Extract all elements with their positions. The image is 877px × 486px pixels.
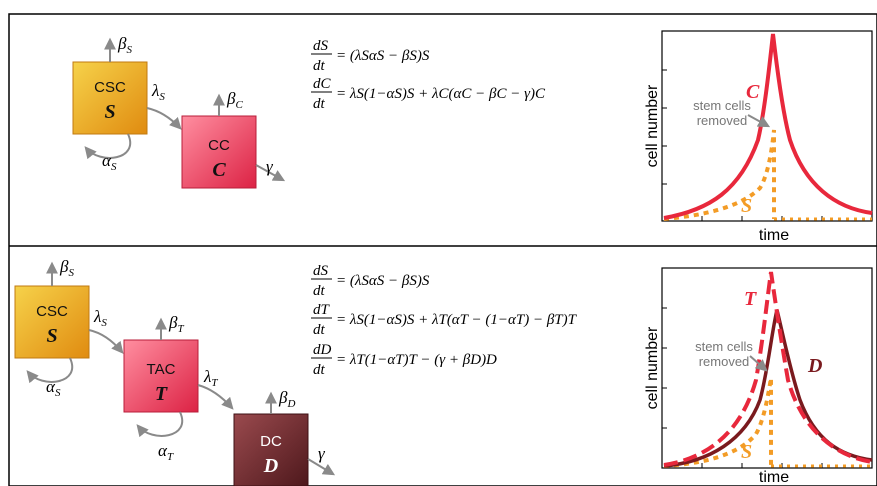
- panel-2: CSC S TAC T DC D βS λS αS βT λT αT βD γ: [14, 257, 873, 486]
- cc-box-label: CC: [208, 137, 230, 154]
- plot-1: cell number time C S stem cells removed: [644, 30, 873, 244]
- eq5-num: dD: [313, 342, 332, 358]
- tac-box: TAC T: [123, 339, 199, 413]
- eq4-num: dT: [313, 302, 331, 318]
- plot-2-label-t: T: [744, 288, 757, 310]
- eq3-rhs: = (λSαS − βS)S: [336, 273, 430, 289]
- rate-lambda-s-2: λS: [93, 307, 107, 329]
- rate-beta-s-2: βS: [59, 257, 74, 279]
- alpha-s-loop-arrow-2: [26, 357, 74, 384]
- eq4-den: dt: [313, 322, 326, 338]
- rate-beta-c: βC: [226, 89, 243, 111]
- rate-lambda-s: λS: [151, 81, 165, 103]
- gamma-arrow: [255, 164, 286, 182]
- csc-box: CSC S: [72, 61, 148, 135]
- eq3-num: dS: [313, 263, 329, 279]
- rate-alpha-t: αT: [158, 441, 174, 463]
- dc-box-symbol: D: [263, 455, 278, 477]
- rate-beta-d: βD: [278, 388, 295, 410]
- plot-2-ylabel: cell number: [644, 326, 661, 409]
- plot-2-annotation-line2: removed: [699, 354, 750, 369]
- eq1-den: dt: [313, 58, 326, 74]
- lambda-t-arrow: [197, 384, 234, 410]
- eq2-rhs: = λS(1−αS)S + λC(αC − βC − γ)C: [336, 86, 546, 102]
- equations-panel-1: dS dt = (λSαS − βS)S dC dt = λS(1−αS)S +…: [311, 38, 546, 112]
- plot-2-curve-t: [663, 271, 873, 467]
- plot-2: cell number time T D S stem cells remove…: [644, 267, 873, 486]
- plot-2-label-d: D: [807, 355, 822, 377]
- eq3-den: dt: [313, 283, 326, 299]
- rate-gamma: γ: [266, 157, 274, 176]
- plot-2-xlabel: time: [759, 469, 789, 486]
- panel-1: CSC S CC C βS λS αS βC γ dS dt = (λSαS −…: [72, 30, 873, 244]
- plot-1-xlabel: time: [759, 227, 789, 244]
- csc-box-symbol: S: [104, 101, 115, 123]
- cc-box: CC C: [181, 115, 257, 189]
- eq1-num: dS: [313, 38, 329, 54]
- dc-box: DC D: [233, 413, 309, 486]
- alpha-s-loop-arrow: [84, 133, 132, 160]
- plot-1-curve-c: [663, 33, 873, 220]
- rate-alpha-s: αS: [102, 151, 117, 173]
- plot-1-frame: [661, 30, 873, 222]
- gamma-arrow-2: [307, 458, 336, 476]
- equations-panel-2: dS dt = (λSαS − βS)S dT dt = λS(1−αS)S +…: [311, 263, 578, 378]
- plot-1-label-c: C: [746, 81, 760, 103]
- csc-box-label: CSC: [94, 79, 126, 96]
- plot-2-annotation-arrow: [749, 355, 768, 372]
- plot-2-curve-s: [663, 377, 773, 468]
- plot-1-ylabel: cell number: [644, 84, 661, 167]
- plot-1-label-s: S: [741, 195, 752, 217]
- alpha-t-loop-arrow: [136, 411, 184, 438]
- rate-gamma-2: γ: [318, 444, 326, 463]
- plot-1-annotation-arrow: [747, 114, 771, 128]
- csc-box-2-symbol: S: [46, 325, 57, 347]
- rate-beta-s: βS: [117, 34, 132, 56]
- plot-2-curve-d: [663, 309, 873, 468]
- dc-box-label: DC: [260, 433, 282, 450]
- plot-1-annotation-line2: removed: [697, 113, 748, 128]
- eq5-rhs: = λT(1−αT)T − (γ + βD)D: [336, 352, 497, 368]
- rate-alpha-s-2: αS: [46, 377, 61, 399]
- csc-box-2-label: CSC: [36, 303, 68, 320]
- plot-1-ticks: [662, 69, 823, 221]
- eq4-rhs: = λS(1−αS)S + λT(αT − (1−αT) − βT)T: [336, 312, 578, 328]
- figure-frame: [8, 13, 877, 486]
- eq2-num: dC: [313, 76, 332, 92]
- plot-1-annotation-line1: stem cells: [693, 98, 751, 113]
- eq1-rhs: = (λSαS − βS)S: [336, 48, 430, 64]
- plot-2-annotation-line1: stem cells: [695, 339, 753, 354]
- tac-box-label: TAC: [147, 361, 176, 378]
- tac-box-symbol: T: [155, 383, 168, 405]
- plot-2-label-s: S: [741, 441, 752, 463]
- rate-lambda-t: λT: [203, 367, 218, 389]
- lambda-s-arrow-2: [88, 329, 124, 354]
- plot-2-frame: [661, 267, 873, 469]
- rate-beta-t: βT: [168, 313, 184, 335]
- cc-box-symbol: C: [212, 159, 226, 181]
- plot-1-curve-s: [663, 129, 776, 221]
- eq5-den: dt: [313, 362, 326, 378]
- lambda-s-arrow: [146, 107, 182, 130]
- csc-box-2: CSC S: [14, 285, 90, 359]
- eq2-den: dt: [313, 96, 326, 112]
